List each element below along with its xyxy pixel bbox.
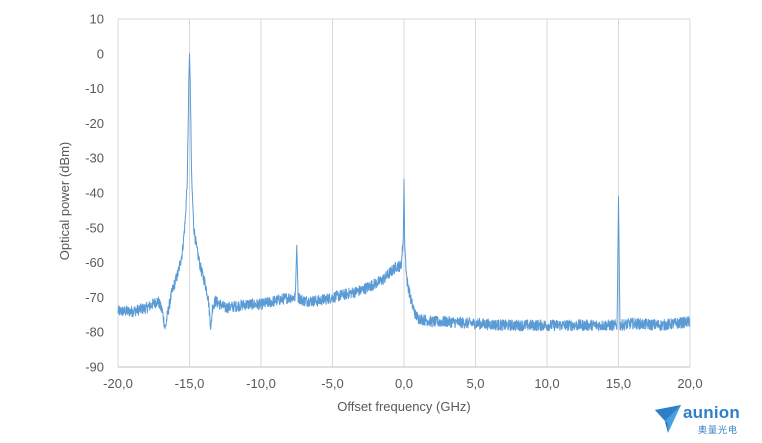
x-tick-label: -10,0: [246, 376, 276, 391]
y-tick-label: -80: [85, 325, 104, 340]
x-tick-label: 15,0: [606, 376, 631, 391]
aunion-logo: aunion 奥量光电: [654, 402, 754, 438]
y-tick-label: -40: [85, 186, 104, 201]
y-tick-label: -60: [85, 255, 104, 270]
x-tick-label: 0,0: [395, 376, 413, 391]
y-tick-label: -30: [85, 151, 104, 166]
logo-wordmark: aunion: [683, 403, 740, 422]
x-tick-label: -5,0: [321, 376, 343, 391]
spectrum-series: [117, 53, 691, 332]
y-axis-ticks: -90 -80 -70 -60 -50 -40 -30 -20 -10 0 10: [85, 12, 104, 375]
y-tick-label: -10: [85, 81, 104, 96]
y-tick-label: 10: [90, 12, 104, 27]
x-tick-label: 20,0: [677, 376, 702, 391]
x-axis-title: Offset frequency (GHz): [337, 399, 470, 414]
spectrum-trace: [117, 53, 691, 332]
y-tick-label: -20: [85, 116, 104, 131]
x-axis-ticks: -20,0 -15,0 -10,0 -5,0 0,0 5,0 10,0 15,0 20,0: [103, 376, 702, 391]
logo-chinese-name: 奥量光电: [698, 426, 739, 436]
y-tick-label: -90: [85, 360, 104, 375]
paper-plane-icon: [655, 405, 681, 433]
x-tick-label: 10,0: [534, 376, 559, 391]
x-tick-label: -15,0: [175, 376, 205, 391]
x-tick-label: -20,0: [103, 376, 133, 391]
x-tick-label: 5,0: [466, 376, 484, 391]
y-tick-label: -70: [85, 290, 104, 305]
y-axis-title: Optical power (dBm): [57, 142, 72, 260]
y-tick-label: -50: [85, 220, 104, 235]
y-tick-label: 0: [97, 46, 104, 61]
